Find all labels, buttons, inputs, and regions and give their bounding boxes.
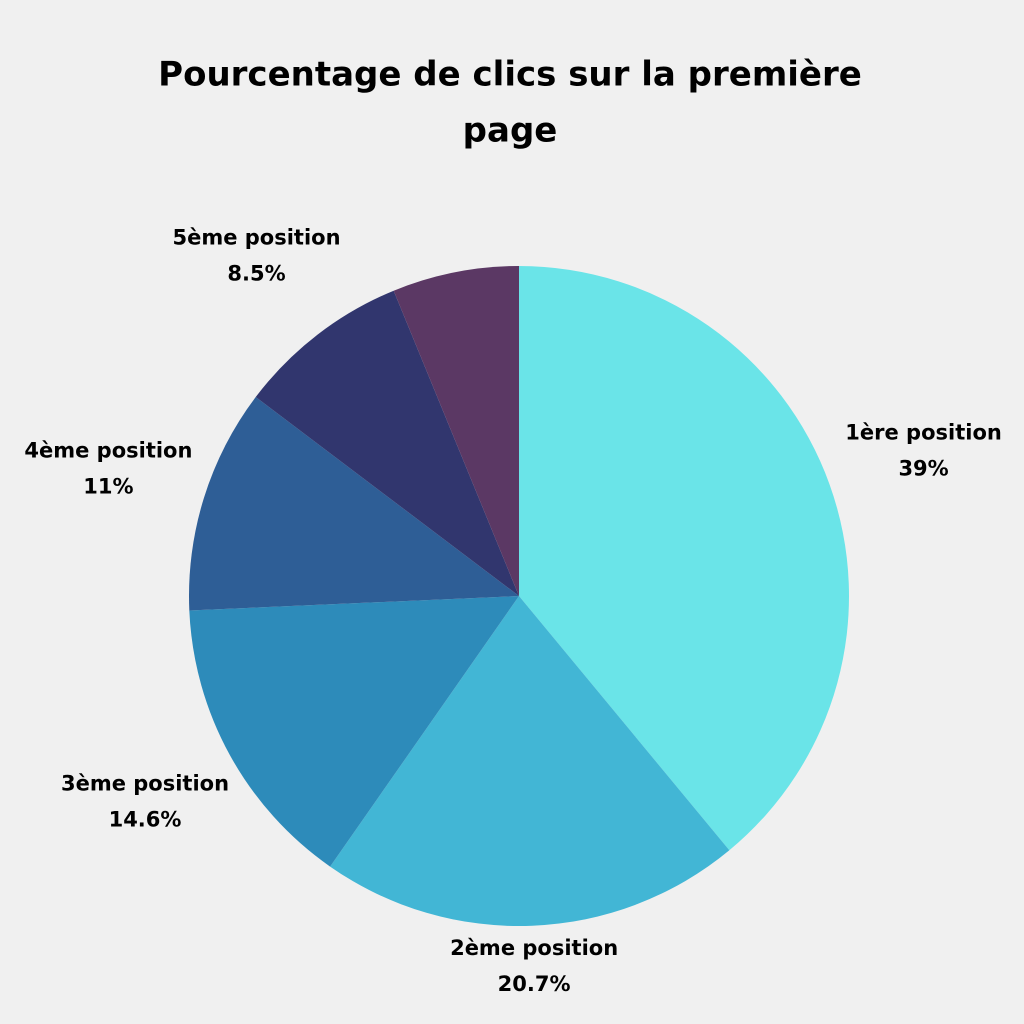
slice-label: 5ème position	[172, 225, 340, 249]
value-label: 11%	[83, 474, 133, 498]
value-label: 39%	[898, 456, 948, 480]
pie-slice	[189, 397, 519, 611]
slice-label: 1ère position	[845, 420, 1002, 444]
pie-slice	[255, 290, 519, 596]
pie-slice	[519, 266, 849, 851]
chart-title: Pourcentage de clics sur la première	[158, 55, 862, 95]
pie-slice	[330, 596, 730, 926]
value-label: 14.6%	[109, 808, 182, 832]
chart-title: page	[463, 111, 558, 151]
slice-label: 3ème position	[61, 772, 229, 796]
value-label: 20.7%	[498, 972, 571, 996]
value-label: 8.5%	[227, 261, 285, 285]
pie-slice	[393, 266, 519, 596]
pie-slice	[189, 596, 519, 867]
slice-label: 4ème position	[24, 438, 192, 462]
slice-label: 2ème position	[450, 936, 618, 960]
